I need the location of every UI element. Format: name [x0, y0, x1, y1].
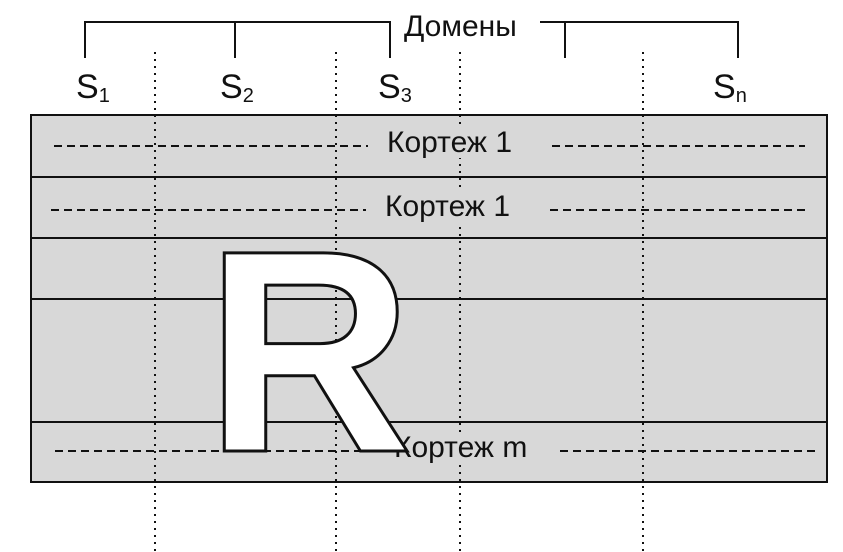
domain-label-sn: Sn	[713, 70, 747, 106]
domains-bracket-mid	[540, 21, 566, 58]
domain-label-s1-name: S	[76, 68, 99, 106]
tuple-label-2: Кортеж 1	[375, 192, 521, 222]
relation-letter: R	[204, 191, 415, 513]
domain-label-s2-name: S	[220, 68, 243, 106]
domain-label-s2: S2	[220, 70, 254, 106]
domain-label-s3-name: S	[378, 68, 401, 106]
domains-title: Домены	[396, 12, 525, 42]
domain-label-s1-subscript: 1	[98, 85, 110, 107]
domain-label-sn-name: S	[713, 68, 736, 106]
domain-label-sn-subscript: n	[735, 85, 747, 107]
domains-bracket-left	[84, 21, 391, 58]
domain-label-s3-subscript: 3	[400, 85, 412, 107]
domain-label-s1: S1	[76, 70, 110, 106]
domains-bracket-right	[565, 21, 739, 58]
domain-label-s2-subscript: 2	[242, 85, 254, 107]
domain-label-s3: S3	[378, 70, 412, 106]
tuple-label-1: Кортеж 1	[377, 128, 523, 158]
tuple-label-m: Кортеж m	[384, 433, 538, 463]
